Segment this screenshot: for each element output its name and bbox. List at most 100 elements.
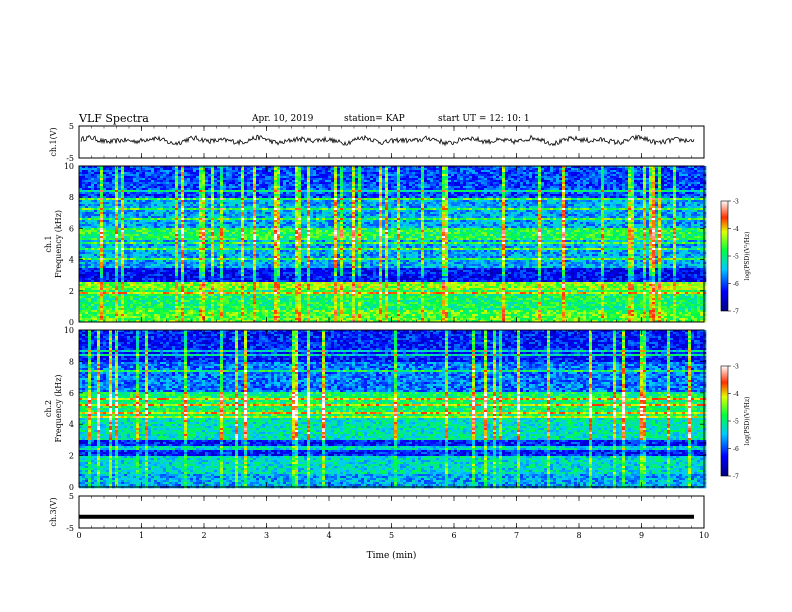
spectrogram-cell: [217, 188, 220, 190]
spectrogram-cell: [358, 186, 361, 188]
spectrogram-cell: [547, 178, 550, 180]
spectrogram-cell: [337, 182, 340, 184]
spectrogram-cell: [547, 198, 550, 200]
spectrogram-cell: [310, 170, 313, 172]
spectrogram-cell: [298, 192, 301, 194]
spectrogram-cell: [403, 180, 406, 182]
spectrogram-cell: [556, 192, 559, 194]
spectrogram-cell: [247, 210, 250, 212]
spectrogram-cell: [493, 172, 496, 174]
spectrogram-cell: [154, 196, 157, 198]
spectrogram-cell: [574, 176, 577, 178]
spectrogram-cell: [634, 210, 637, 212]
spectrogram-cell: [226, 182, 229, 184]
spectrogram-cell: [457, 190, 460, 192]
spectrogram-cell: [196, 200, 199, 202]
spectrogram-cell: [130, 176, 133, 178]
spectrogram-cell: [670, 210, 673, 212]
spectrogram-cell: [670, 198, 673, 200]
spectrogram-cell: [226, 192, 229, 194]
spectrogram-cell: [145, 182, 148, 184]
spectrogram-cell: [634, 168, 637, 170]
spectrogram-cell: [490, 198, 493, 200]
spectrogram-cell: [331, 190, 334, 192]
spectrogram-cell: [187, 188, 190, 190]
spectrogram-cell: [418, 194, 421, 196]
spectrogram-cell: [160, 176, 163, 178]
spectrogram-cell: [625, 172, 628, 174]
spectrogram-cell: [472, 204, 475, 206]
spectrogram-cell: [454, 168, 457, 170]
spectrogram-cell: [364, 200, 367, 202]
spectrogram-cell: [586, 186, 589, 188]
spectrogram-cell: [502, 202, 505, 204]
spectrogram-cell: [154, 202, 157, 204]
spectrogram-cell: [373, 194, 376, 196]
spectrogram-cell: [685, 196, 688, 198]
spectrogram-cell: [538, 206, 541, 208]
spectrogram-cell: [529, 202, 532, 204]
spectrogram-cell: [583, 200, 586, 202]
spectrogram-cell: [538, 190, 541, 192]
spectrogram-cell: [388, 184, 391, 186]
spectrogram-cell: [418, 176, 421, 178]
spectrogram-cell: [85, 206, 88, 208]
spectrogram-cell: [232, 186, 235, 188]
spectrogram-cell: [571, 202, 574, 204]
spectrogram-cell: [469, 190, 472, 192]
spectrogram-cell: [463, 176, 466, 178]
spectrogram-cell: [679, 180, 682, 182]
spectrogram-cell: [580, 200, 583, 202]
spectrogram-cell: [148, 180, 151, 182]
spectrogram-cell: [691, 192, 694, 194]
spectrogram-cell: [406, 210, 409, 212]
spectrogram-cell: [448, 170, 451, 172]
spectrogram-cell: [226, 206, 229, 208]
spectrogram-cell: [244, 198, 247, 200]
spectrogram-cell: [373, 184, 376, 186]
spectrogram-cell: [361, 176, 364, 178]
spectrogram-cell: [211, 176, 214, 178]
spectrogram-cell: [349, 188, 352, 190]
spectrogram-cell: [649, 172, 652, 174]
spectrogram-cell: [505, 182, 508, 184]
spectrogram-cell: [175, 178, 178, 180]
spectrogram-cell: [115, 182, 118, 184]
spectrogram-cell: [199, 184, 202, 186]
spectrogram-cell: [172, 184, 175, 186]
spectrogram-cell: [541, 204, 544, 206]
spectrogram-cell: [307, 184, 310, 186]
spectrogram-cell: [208, 174, 211, 176]
spectrogram-cell: [274, 210, 277, 212]
spectrogram-cell: [631, 210, 634, 212]
spectrogram-cell: [490, 172, 493, 174]
spectrogram-cell: [655, 182, 658, 184]
spectrogram-cell: [190, 200, 193, 202]
spectrogram-cell: [478, 180, 481, 182]
spectrogram-cell: [331, 204, 334, 206]
spectrogram-cell: [583, 176, 586, 178]
spectrogram-cell: [160, 188, 163, 190]
spectrogram-cell: [274, 208, 277, 210]
spectrogram-cell: [469, 194, 472, 196]
spectrogram-cell: [169, 202, 172, 204]
spectrogram-cell: [208, 206, 211, 208]
spectrogram-cell: [289, 210, 292, 212]
spectrogram-cell: [385, 172, 388, 174]
spectrogram-cell: [148, 208, 151, 210]
spectrogram-cell: [601, 184, 604, 186]
spectrogram-cell: [382, 184, 385, 186]
spectrogram-cell: [238, 168, 241, 170]
spectrogram-cell: [637, 196, 640, 198]
spectrogram-cell: [214, 206, 217, 208]
spectrogram-cell: [100, 194, 103, 196]
spectrogram-cell: [337, 184, 340, 186]
spectrogram-cell: [133, 212, 136, 214]
spectrogram-cell: [364, 188, 367, 190]
spectrogram-cell: [205, 192, 208, 194]
spectrogram-cell: [490, 180, 493, 182]
spectrogram-cell: [325, 188, 328, 190]
spectrogram-cell: [523, 200, 526, 202]
spectrogram-cell: [301, 190, 304, 192]
spectrogram-cell: [568, 194, 571, 196]
